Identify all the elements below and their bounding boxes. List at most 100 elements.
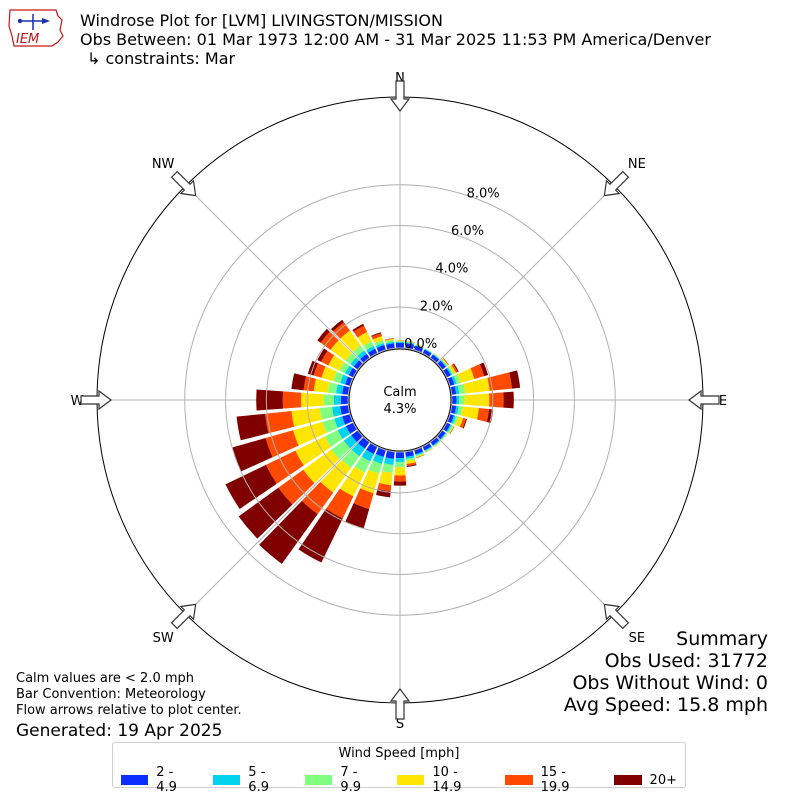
- legend-label: 20+: [649, 772, 677, 788]
- windrose-bar: [405, 450, 415, 457]
- windrose-bar: [381, 463, 394, 474]
- windrose-bar: [232, 438, 273, 472]
- windrose-bar: [317, 328, 330, 343]
- windrose-bar: [301, 392, 324, 408]
- windrose-bar: [414, 345, 424, 353]
- windrose-bar: [440, 433, 447, 441]
- grid-circle: [347, 347, 453, 453]
- ne-flow-arrow-icon: [603, 170, 630, 197]
- windrose-bar: [443, 422, 451, 432]
- compass-label-nw: NW: [152, 157, 175, 172]
- windrose-bar: [372, 336, 384, 344]
- windrose-bar: [416, 453, 425, 458]
- windrose-bar: [259, 500, 318, 564]
- windrose-bar: [348, 367, 357, 378]
- windrose-bar: [415, 452, 425, 457]
- windrose-bar: [303, 376, 316, 392]
- legend-entry: 5 - 6.9: [213, 765, 289, 795]
- windrose-bar: [447, 366, 454, 375]
- windrose-bar: [433, 353, 441, 360]
- compass-label-ne: NE: [628, 157, 646, 172]
- obs-without-wind: Obs Without Wind: 0: [572, 672, 768, 694]
- legend-label: 7 - 9.9: [340, 765, 362, 795]
- windrose-bar: [425, 447, 433, 453]
- windrose-bar: [422, 443, 432, 451]
- notes-block: Calm values are < 2.0 mph Bar Convention…: [16, 671, 242, 742]
- windrose-bar: [432, 440, 440, 447]
- spoke-line: [436, 436, 615, 615]
- windrose-bar: [332, 406, 342, 417]
- windrose-bar: [333, 371, 344, 384]
- windrose-bar: [336, 384, 344, 395]
- windrose-bar: [509, 370, 521, 389]
- windrose-bar: [340, 374, 348, 385]
- windrose-bar: [405, 455, 415, 459]
- iem-logo: IEM: [6, 6, 66, 50]
- windrose-bar: [395, 451, 405, 459]
- calm-value: 4.3%: [383, 402, 416, 417]
- windrose-bar: [449, 426, 455, 434]
- windrose-bar: [368, 460, 382, 474]
- windrose-bar: [333, 322, 350, 339]
- spoke-line: [436, 185, 615, 364]
- legend-label: 5 - 6.9: [248, 765, 269, 795]
- windrose-bar: [424, 447, 433, 453]
- windrose-bar: [357, 332, 372, 347]
- windrose-bar: [446, 367, 453, 376]
- windrose-bar: [393, 481, 407, 486]
- windrose-bar: [503, 391, 514, 409]
- sw-flow-arrow-icon: [170, 603, 197, 630]
- windrose-bar: [424, 348, 433, 353]
- windrose-bar: [416, 454, 425, 459]
- windrose-bar: [345, 376, 353, 386]
- windrose-bar: [282, 391, 302, 409]
- windrose-bar: [334, 416, 346, 429]
- flow-arrows-note: Flow arrows relative to plot center.: [16, 703, 242, 718]
- windrose-bar: [322, 418, 338, 434]
- windrose-bar: [375, 488, 391, 498]
- nw-flow-arrow-icon: [170, 170, 197, 197]
- radial-tick-label: 4.0%: [435, 262, 468, 277]
- windrose-bar: [424, 446, 433, 452]
- windrose-bar: [451, 375, 457, 385]
- legend-items: 2 - 4.9 5 - 6.9 7 - 9.9 10 - 14.9 15 - 19.9 2…: [113, 765, 685, 795]
- windrose-bar: [395, 342, 405, 349]
- windrose-bar: [405, 340, 415, 343]
- windrose-bar: [385, 340, 395, 344]
- calm-label: Calm: [383, 385, 416, 400]
- windrose-bar: [345, 503, 370, 529]
- windrose-bar: [406, 464, 417, 467]
- windrose-bar: [415, 343, 424, 348]
- legend-entry: 7 - 9.9: [305, 765, 381, 795]
- windrose-bar: [339, 362, 350, 374]
- windrose-bar: [453, 415, 459, 425]
- windrose-bar: [342, 385, 350, 395]
- windrose-bar: [340, 405, 350, 415]
- generated-date: Generated: 19 Apr 2025: [16, 721, 223, 741]
- windrose-bar: [394, 467, 406, 476]
- legend-swatch: [305, 775, 333, 785]
- windrose-bar: [238, 487, 293, 539]
- windrose-bar: [342, 414, 353, 425]
- obs-between: Obs Between: 01 Mar 1973 12:00 AM - 31 M…: [80, 30, 711, 49]
- windrose-bar: [489, 392, 504, 408]
- windrose-bar: [424, 348, 433, 353]
- windrose-bar: [455, 416, 464, 427]
- windrose-bar: [433, 440, 441, 447]
- windrose-bar: [353, 325, 368, 338]
- windrose-bar: [339, 466, 365, 497]
- windrose-bar: [265, 411, 295, 434]
- legend-entry: 2 - 4.9: [121, 765, 197, 795]
- windrose-bar: [454, 385, 460, 395]
- windrose-bar: [447, 425, 454, 434]
- legend-swatch: [121, 775, 149, 785]
- windrose-bar: [371, 333, 382, 340]
- windrose-bar: [321, 366, 337, 382]
- windrose-bar: [384, 338, 394, 340]
- windrose-bar: [301, 481, 334, 515]
- windrose-bar: [447, 376, 455, 386]
- windrose-bar: [293, 421, 327, 446]
- compass-label-s: S: [396, 717, 404, 732]
- windrose-bar: [374, 340, 384, 347]
- windrose-bar: [405, 340, 415, 343]
